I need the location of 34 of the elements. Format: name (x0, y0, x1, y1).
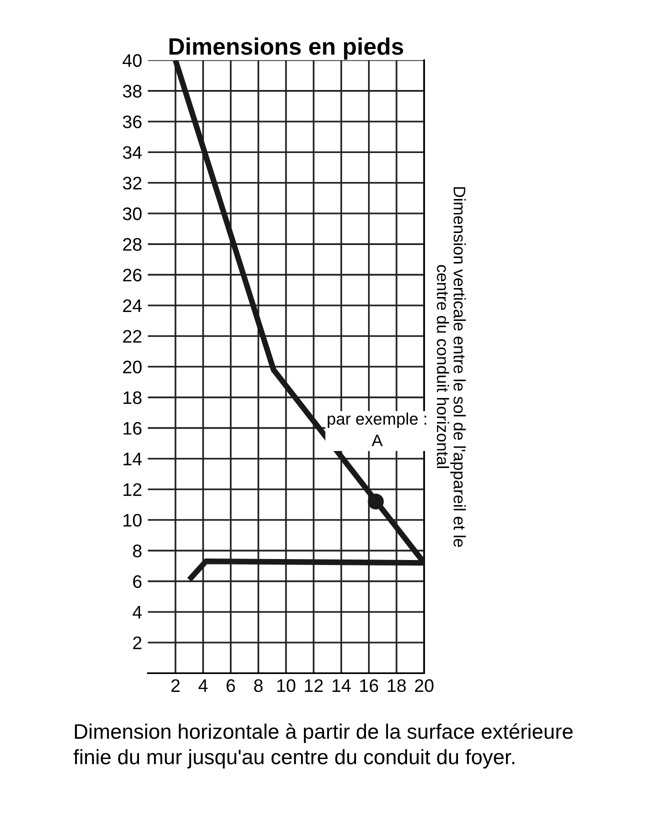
y-tick-label: 36 (122, 115, 142, 128)
y-tick-label: 24 (123, 299, 142, 312)
y-tick-label: 14 (124, 452, 142, 466)
x-tick-label: 14 (332, 679, 351, 692)
y-tick-label: 4 (132, 606, 142, 618)
x-tick-label: 8 (254, 679, 263, 692)
y-tick-label: 34 (122, 146, 142, 159)
y-tick-label: 32 (122, 176, 142, 190)
y-tick-label: 38 (122, 84, 142, 98)
x-tick-label: 10 (277, 679, 296, 692)
x-tick-label: 18 (388, 679, 406, 692)
y-tick-label: 12 (124, 483, 142, 496)
y-tick-label: 30 (122, 207, 142, 220)
y-tick-label: 2 (133, 636, 142, 650)
y-tick-label: 40 (122, 54, 142, 67)
x-tick-label: 4 (198, 679, 208, 692)
x-tick-label: 2 (171, 679, 180, 692)
y-tick-label: 28 (123, 238, 142, 251)
y-tick-label: 22 (123, 330, 142, 343)
annotation: par exemple : A (328, 412, 426, 446)
y-tick-label: 10 (124, 514, 142, 527)
x-tick-label: 12 (304, 679, 323, 692)
y-tick-label: 20 (123, 360, 142, 374)
y-tick-label: 26 (123, 268, 142, 282)
x-axis-title: Dimension horizontale à partir de la surface extérieure finie du mur jusqu'au centre du conduit du foyer. (74, 723, 573, 768)
y-tick-label: 8 (133, 544, 142, 558)
y-axis-title: Dimension verticale entre le sol de l'appareil et le centre du conduit horizontal (436, 187, 466, 547)
x-tick-label: 6 (226, 679, 235, 692)
y-tick-label: 16 (124, 422, 142, 435)
x-tick-label: 16 (360, 679, 378, 692)
y-tick-label: 18 (124, 391, 142, 404)
y-tick-label: 6 (133, 575, 142, 588)
x-tick-label: 20 (415, 679, 434, 692)
chart-title: Dimensions en pieds (170, 38, 404, 60)
